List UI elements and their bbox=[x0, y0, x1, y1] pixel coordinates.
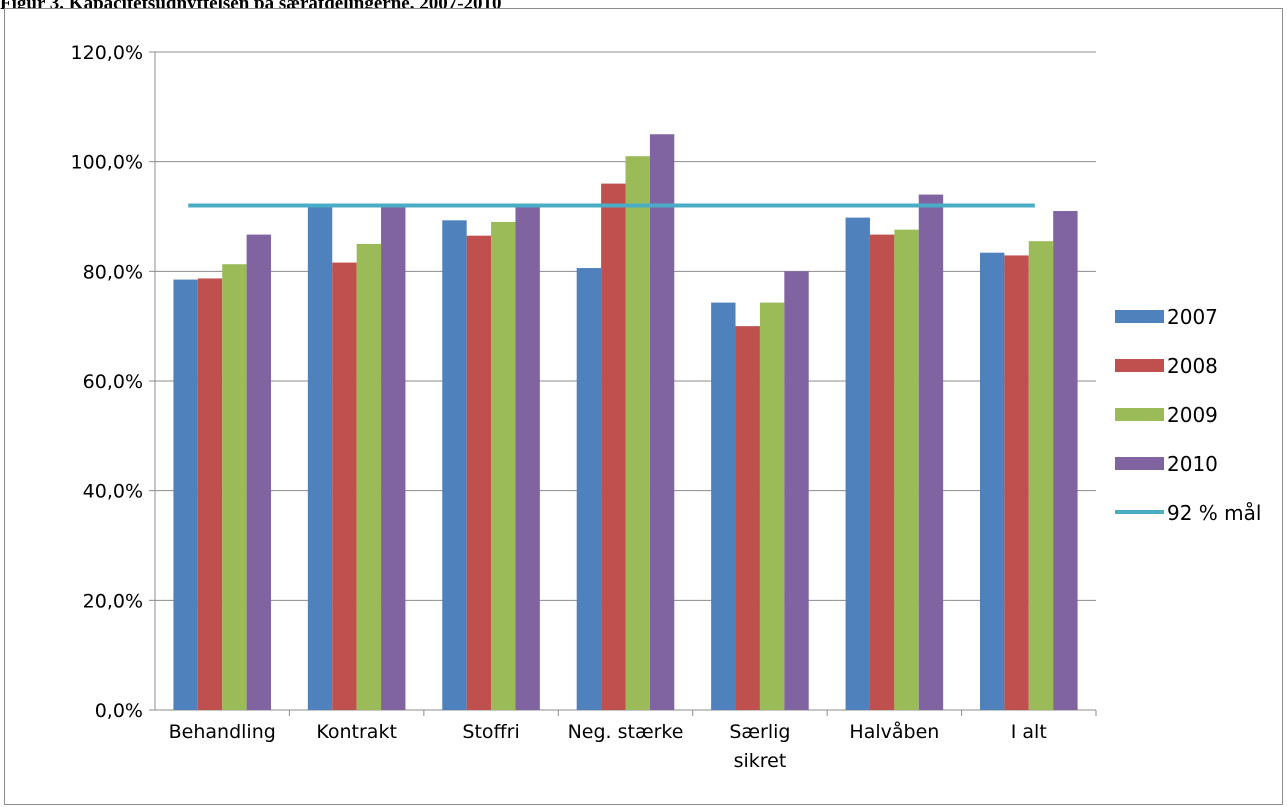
bar-2010 bbox=[784, 271, 809, 710]
legend-label: 2008 bbox=[1167, 354, 1218, 378]
bar-2010 bbox=[1053, 211, 1078, 710]
y-tick-label: 120,0% bbox=[71, 42, 143, 64]
x-tick-label: Halvåben bbox=[849, 720, 939, 743]
y-tick-label: 40,0% bbox=[83, 481, 143, 503]
x-tick-label: Behandling bbox=[169, 721, 276, 743]
bar-2007 bbox=[307, 205, 333, 711]
legend-swatch-2009 bbox=[1115, 408, 1164, 421]
bar-2009 bbox=[222, 264, 247, 710]
bar-2007 bbox=[845, 217, 870, 710]
x-tick-label: Særlig bbox=[729, 721, 790, 743]
legend-swatch-2008 bbox=[1115, 359, 1164, 372]
bar-2010 bbox=[918, 194, 944, 711]
x-tick-label: sikret bbox=[734, 750, 787, 772]
bar-2008 bbox=[1004, 255, 1029, 710]
bar-2009 bbox=[625, 156, 650, 710]
legend-label: 2010 bbox=[1167, 452, 1218, 476]
bar-2009 bbox=[894, 229, 919, 710]
bar-2009 bbox=[1028, 241, 1054, 711]
bar-2008 bbox=[601, 183, 626, 711]
bar-2008 bbox=[869, 234, 895, 710]
y-tick-label: 0,0% bbox=[95, 700, 143, 722]
bar-2007 bbox=[442, 220, 467, 711]
bar-2007 bbox=[173, 279, 198, 710]
legend-swatch-2007 bbox=[1115, 310, 1164, 323]
y-tick-labels: 0,0% 20,0% 40,0% 60,0% 80,0% 100,0% 120,0% bbox=[71, 42, 143, 722]
bar-2010 bbox=[649, 134, 675, 710]
bar-2008 bbox=[332, 262, 357, 710]
legend: 2007 2008 2009 2010 92 % mål bbox=[1115, 305, 1261, 525]
bar-2010 bbox=[381, 205, 406, 711]
bar-2009 bbox=[491, 221, 516, 710]
y-tick-label: 80,0% bbox=[83, 261, 143, 283]
bar-2008 bbox=[466, 235, 492, 711]
x-tick-label: I alt bbox=[1011, 721, 1047, 743]
bar-2009 bbox=[759, 302, 785, 710]
bar-2008 bbox=[735, 326, 760, 710]
bar-2007 bbox=[576, 268, 602, 710]
legend-label: 2007 bbox=[1167, 305, 1218, 329]
x-tick-label: Neg. stærke bbox=[568, 721, 684, 743]
legend-label: 92 % mål bbox=[1167, 501, 1261, 525]
y-tick-label: 20,0% bbox=[83, 590, 143, 612]
bar-2007 bbox=[711, 302, 736, 710]
y-tick-label: 100,0% bbox=[71, 152, 143, 174]
legend-swatch-2010 bbox=[1115, 457, 1164, 470]
bar-2010 bbox=[515, 205, 540, 711]
x-tick-label: Stoffri bbox=[462, 721, 519, 743]
legend-label: 2009 bbox=[1167, 403, 1218, 427]
bar-2007 bbox=[979, 252, 1005, 710]
bars bbox=[173, 134, 1078, 711]
y-tick-label: 60,0% bbox=[83, 371, 143, 393]
bar-2009 bbox=[356, 243, 382, 710]
bar-2008 bbox=[197, 278, 223, 710]
x-tick-labels: Behandling Kontrakt Stoffri Neg. stærke Særl… bbox=[169, 720, 1047, 772]
bar-2010 bbox=[246, 234, 272, 710]
x-tick-label: Kontrakt bbox=[316, 721, 397, 743]
